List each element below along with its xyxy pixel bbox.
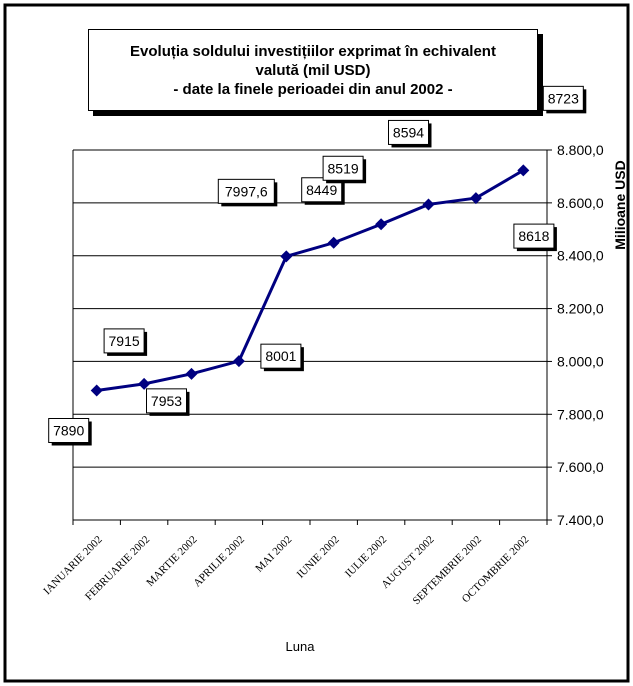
data-label: 8594 (393, 124, 424, 140)
data-label: 7953 (151, 393, 182, 409)
data-label-box (388, 119, 429, 145)
data-point (280, 250, 293, 263)
data-label: 8519 (328, 160, 359, 176)
data-label: 8001 (265, 348, 296, 364)
data-label: 8723 (548, 90, 579, 106)
x-tick-label: IUNIE 2002 (295, 534, 342, 581)
y-tick-label: 7.800,0 (557, 406, 604, 422)
data-label-box (146, 388, 187, 414)
y-tick-label: 8.200,0 (557, 301, 604, 317)
y-tick-label: 8.000,0 (557, 353, 604, 369)
data-point (375, 218, 388, 231)
y-tick-label: 8.600,0 (557, 195, 604, 211)
data-label: 7915 (109, 333, 140, 349)
chart-title-line-2: valută (mil USD) (255, 61, 371, 79)
data-point (138, 377, 151, 390)
data-point (232, 355, 245, 368)
data-point (327, 236, 340, 249)
data-point (469, 192, 482, 205)
y-tick-label: 8.800,0 (557, 142, 604, 158)
y-tick-label: 7.600,0 (557, 459, 604, 475)
outer-border (3, 3, 630, 683)
y-tick-label: 8.400,0 (557, 248, 604, 264)
series-line (96, 169, 525, 392)
data-label-box (513, 223, 555, 249)
data-label: 8618 (518, 228, 549, 244)
data-label-box (48, 418, 90, 443)
x-axis-title: Luna (286, 639, 316, 654)
data-point (185, 367, 198, 380)
data-label: 7890 (53, 423, 84, 439)
data-label: 7997,6 (225, 183, 268, 199)
data-label-box (103, 328, 145, 354)
data-label-box (542, 85, 584, 111)
data-label-box (260, 343, 302, 369)
data-label-box (322, 155, 364, 181)
chart-title: Evoluția soldului investițiilor exprimat… (88, 29, 538, 111)
chart-title-line-3: - date la finele perioadei din anul 2002… (173, 80, 453, 98)
data-point (90, 384, 103, 397)
y-tick-label: 7.400,0 (557, 512, 604, 528)
x-tick-label: APRILIE 2002 (191, 534, 247, 590)
x-tick-label: IULIE 2002 (343, 534, 389, 580)
data-point (517, 164, 530, 177)
chart-title-line-1: Evoluția soldului investițiilor exprimat… (130, 42, 496, 60)
data-label-box (217, 178, 275, 204)
y-axis-title: Milioane USD (612, 160, 628, 249)
x-tick-label: MAI 2002 (253, 534, 294, 575)
data-point (422, 198, 435, 211)
data-label: 8449 (306, 182, 337, 198)
